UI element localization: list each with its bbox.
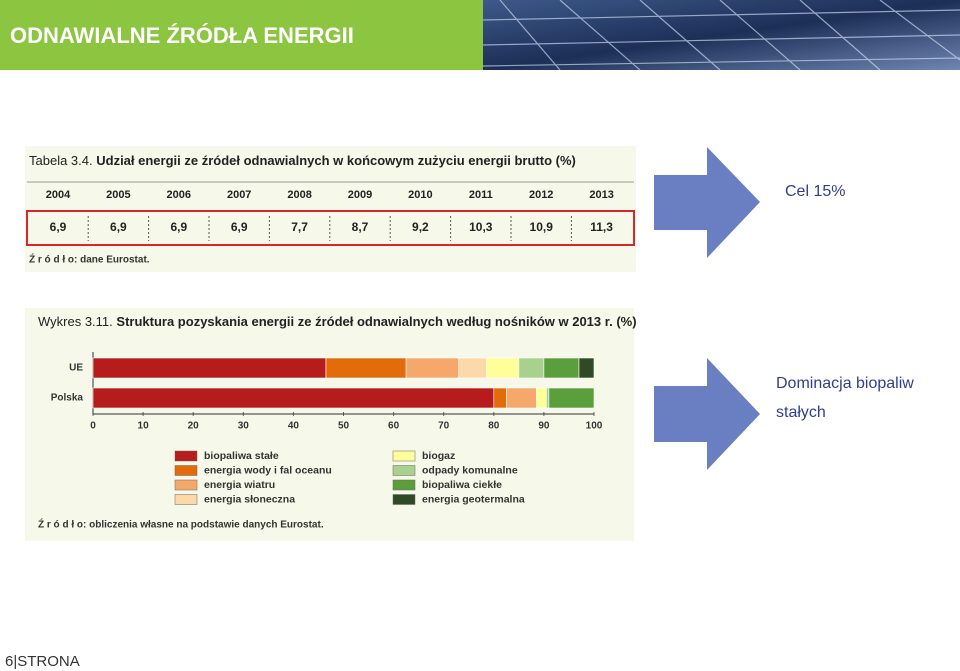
bar-segment xyxy=(546,387,550,409)
legend-label: energia wody i fal oceanu xyxy=(204,464,332,476)
legend-swatch xyxy=(174,450,198,462)
header-title: ODNAWIALNE ŹRÓDŁA ENERGII xyxy=(10,23,354,48)
column-header: 2005 xyxy=(106,189,130,201)
arrow xyxy=(654,147,760,258)
table-cell: 8,7 xyxy=(352,220,369,234)
column-header: 2013 xyxy=(589,189,613,201)
arrow xyxy=(654,358,760,470)
table-cell: 11,3 xyxy=(590,220,613,234)
table-source: Ź r ó d ł o: dane Eurostat. xyxy=(29,253,150,266)
bar-segment xyxy=(325,357,407,379)
bar-segment xyxy=(485,357,520,379)
bar-segment xyxy=(92,387,495,409)
bar-segment xyxy=(548,387,595,409)
column-header: 2011 xyxy=(469,189,493,201)
legend-label: energia wiatru xyxy=(204,479,275,491)
x-tick-label: 30 xyxy=(238,421,250,432)
y-tick-label: Polska xyxy=(51,393,84,404)
table-label: Tabela 3.4. xyxy=(29,153,93,168)
table-cell: 6,9 xyxy=(231,220,248,234)
bar-segment xyxy=(493,387,507,409)
x-tick-label: 90 xyxy=(538,421,550,432)
legend-swatch xyxy=(392,465,416,476)
table-cell: 10,3 xyxy=(469,220,493,234)
highlight-box xyxy=(26,210,635,246)
note: Dominacja biopaliw xyxy=(776,375,914,392)
panel-lines xyxy=(482,0,960,71)
x-tick-label: 0 xyxy=(90,421,96,432)
x-tick-label: 100 xyxy=(586,421,603,432)
note: Cel 15% xyxy=(785,183,845,200)
chart-source: Ź r ó d ł o: obliczenia własne na podsta… xyxy=(38,518,324,531)
chart-label: Wykres 3.11. xyxy=(38,314,113,329)
column-header: 2010 xyxy=(408,189,432,201)
table-cell: 6,9 xyxy=(170,220,187,234)
bar-segment xyxy=(518,357,545,379)
bar-segment xyxy=(578,357,595,379)
y-tick-label: UE xyxy=(69,363,83,374)
table-panel xyxy=(25,146,636,272)
x-tick-label: 70 xyxy=(438,421,450,432)
legend-swatch xyxy=(174,494,198,505)
legend-swatch xyxy=(392,450,416,462)
column-header: 2012 xyxy=(529,189,553,201)
x-tick-label: 20 xyxy=(188,421,200,432)
legend-label: biopaliwa ciekłe xyxy=(422,479,502,491)
legend-swatch xyxy=(392,479,416,491)
legend-label: energia geotermalna xyxy=(422,493,525,505)
bar-segment xyxy=(506,387,537,409)
bar-segment xyxy=(458,357,487,379)
x-tick-label: 80 xyxy=(488,421,500,432)
header-band xyxy=(0,0,483,70)
table-cell: 9,2 xyxy=(412,220,429,234)
legend-label: odpady komunalne xyxy=(422,464,518,476)
legend-swatch xyxy=(174,479,198,491)
table-heading: Udział energii ze źródeł odnawialnych w … xyxy=(96,153,576,168)
legend-label: biogaz xyxy=(422,450,455,462)
bar-segment xyxy=(543,357,580,379)
x-tick-label: 40 xyxy=(288,421,300,432)
bar-segment xyxy=(536,387,547,409)
table-cell: 7,7 xyxy=(291,220,308,234)
legend-swatch xyxy=(174,465,198,476)
table-title: Tabela 3.4. Udział energii ze źródeł odn… xyxy=(29,153,576,168)
column-header: 2007 xyxy=(227,189,251,201)
legend-label: energia słoneczna xyxy=(204,493,295,505)
table-cell: 10,9 xyxy=(530,220,554,234)
table-cell: 6,9 xyxy=(110,220,127,234)
legend-swatch xyxy=(392,494,416,505)
x-tick-label: 60 xyxy=(388,421,400,432)
legend-label: biopaliwa stałe xyxy=(204,450,279,462)
chart-panel xyxy=(25,308,634,541)
x-tick-label: 10 xyxy=(138,421,150,432)
column-header: 2009 xyxy=(348,189,372,201)
note: stałych xyxy=(776,404,826,421)
chart-heading: Struktura pozyskania energii ze źródeł o… xyxy=(116,314,636,329)
chart-title: Wykres 3.11. Struktura pozyskania energi… xyxy=(38,314,637,329)
column-header: 2008 xyxy=(287,189,311,201)
footer: 6|STRONA xyxy=(5,653,80,670)
column-header: 2004 xyxy=(46,189,71,201)
bar-segment xyxy=(405,357,460,379)
table-cell: 6,9 xyxy=(50,220,67,234)
x-tick-label: 50 xyxy=(338,421,350,432)
column-header: 2006 xyxy=(167,189,191,201)
bar-segment xyxy=(92,357,327,379)
